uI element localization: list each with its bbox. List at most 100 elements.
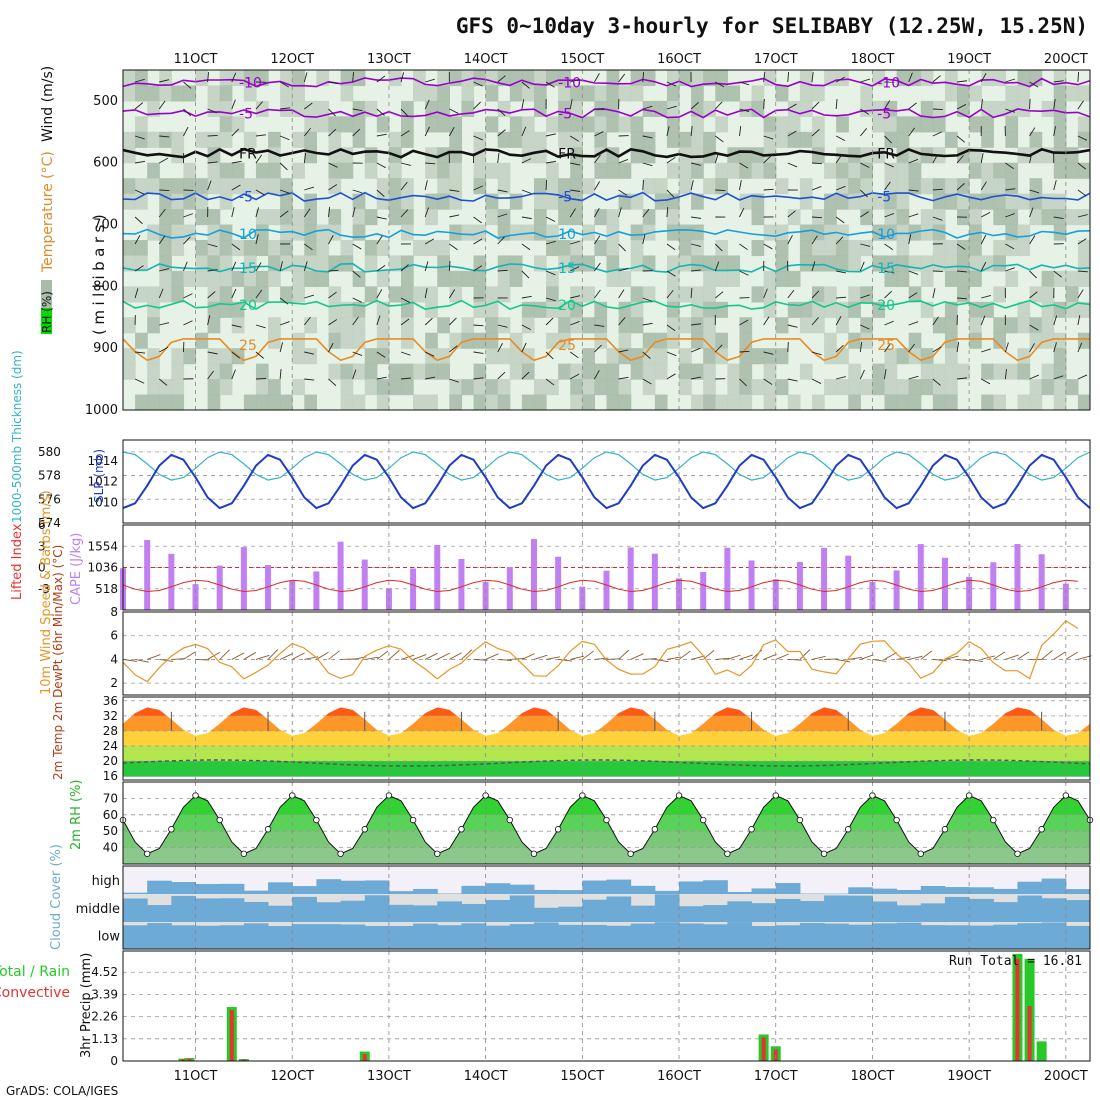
rh-shade-cell — [788, 132, 801, 148]
rh-shade-cell — [691, 286, 704, 302]
rh-shade-cell — [715, 395, 728, 411]
rh-shade-cell — [945, 178, 958, 194]
cloud-cell — [800, 901, 825, 922]
precip-convective-bar — [1015, 959, 1019, 1061]
rh-shade-cell — [619, 85, 632, 101]
isotherm-label: -10 — [239, 75, 262, 91]
rh-shade-cell — [764, 379, 777, 395]
cloud-cell — [365, 880, 390, 894]
rh2m-point — [217, 817, 223, 823]
rh-shade-cell — [727, 379, 740, 395]
isotherm-label: FR — [877, 146, 895, 162]
rh-shade-cell — [1017, 364, 1030, 380]
precip-ytick: 0 — [110, 1054, 118, 1068]
rh-shade-cell — [365, 163, 378, 179]
rh-shade-cell — [389, 163, 402, 179]
rh-shade-cell — [897, 395, 910, 411]
rh-shade-cell — [897, 379, 910, 395]
rh-shade-cell — [1042, 364, 1055, 380]
rh2m-point — [749, 826, 755, 832]
rh-shade-cell — [546, 163, 559, 179]
rh-shade-cell — [607, 379, 620, 395]
rh-shade-cell — [171, 379, 184, 395]
cloud-cell — [848, 896, 873, 922]
rh-shade-cell — [933, 395, 946, 411]
rh-shade-cell — [401, 364, 414, 380]
cloud-cell — [413, 905, 438, 922]
rh-shade-cell — [631, 116, 644, 132]
rh-shade-cell — [582, 178, 595, 194]
thickness-ytick: 578 — [38, 469, 61, 483]
rh-shade-cell — [123, 132, 136, 148]
rh-shade-cell — [425, 395, 438, 411]
rh-shade-cell — [933, 178, 946, 194]
rh-shade-cell — [474, 364, 487, 380]
rh-shade-cell — [715, 271, 728, 287]
rh-shade-cell — [1066, 286, 1079, 302]
thickness-ylabel: 1000-500mb Thickness (dm) — [10, 350, 24, 523]
rh-shade-cell — [860, 209, 873, 225]
rh-shade-cell — [776, 348, 789, 364]
isotherm-label: -5 — [877, 106, 891, 122]
rh-shade-cell — [800, 85, 813, 101]
rh-shade-cell — [183, 271, 196, 287]
rh2m-point — [652, 826, 658, 832]
rh-shade-cell — [328, 163, 341, 179]
rh-shade-cell — [328, 255, 341, 271]
rh-shade-cell — [969, 317, 982, 333]
rh2m-ytick: 70 — [103, 791, 118, 805]
rh-shade-cell — [739, 379, 752, 395]
rh-shade-cell — [534, 194, 547, 210]
rh-shade-cell — [1005, 225, 1018, 241]
isotherm-label: 20 — [558, 298, 576, 314]
rh-shade-cell — [691, 225, 704, 241]
upper-air-ytick: 600 — [93, 156, 118, 171]
rh-shade-cell — [123, 317, 136, 333]
bottom-tick-label: 15OCT — [560, 1069, 604, 1084]
rh-shade-cell — [788, 271, 801, 287]
rh-shade-cell — [619, 271, 632, 287]
rh-shade-cell — [945, 379, 958, 395]
cape-bar — [507, 567, 513, 610]
rh2m-point — [434, 851, 440, 857]
rh-shade-cell — [510, 364, 523, 380]
rh-shade-cell — [389, 178, 402, 194]
rh-shade-cell — [848, 255, 861, 271]
rh-shade-cell — [667, 302, 680, 318]
wind-barb — [933, 109, 943, 110]
rh-shade-cell — [413, 85, 426, 101]
rh-shade-cell — [631, 85, 644, 101]
isotherm-label: -5 — [558, 106, 572, 122]
cloud-cell — [897, 890, 922, 894]
cloud-cell — [582, 900, 607, 922]
rh-shade-cell — [1042, 209, 1055, 225]
cloud-cell — [872, 901, 897, 922]
rh-shade-cell — [437, 163, 450, 179]
rh2m-point — [942, 826, 948, 832]
rh-shade-cell — [703, 395, 716, 411]
rh-shade-cell — [135, 286, 148, 302]
rh-shade-cell — [316, 240, 329, 256]
rh-shade-cell — [183, 225, 196, 241]
rh-shade-cell — [945, 271, 958, 287]
rh-shade-cell — [292, 101, 305, 117]
rh-shade-cell — [607, 163, 620, 179]
rh-shade-cell — [570, 178, 583, 194]
rh-shade-cell — [220, 101, 233, 117]
cloud-cell — [292, 897, 317, 922]
rh-shade-cell — [860, 333, 873, 349]
rh-shade-cell — [534, 209, 547, 225]
rh-shade-cell — [691, 302, 704, 318]
rh-shade-cell — [534, 225, 547, 241]
rh-shade-cell — [993, 163, 1006, 179]
rh-shade-cell — [594, 379, 607, 395]
rh-shade-cell — [292, 271, 305, 287]
rh2m-ylabel: 2m RH (%) — [69, 779, 84, 850]
isotherm-label: 10 — [558, 227, 576, 243]
rh-shade-cell — [449, 70, 462, 86]
rh-shade-cell — [232, 163, 245, 179]
cape-bar — [410, 568, 416, 610]
cloud-cell — [679, 906, 704, 922]
rh2m-point — [894, 817, 900, 823]
rh-shade-cell — [776, 85, 789, 101]
